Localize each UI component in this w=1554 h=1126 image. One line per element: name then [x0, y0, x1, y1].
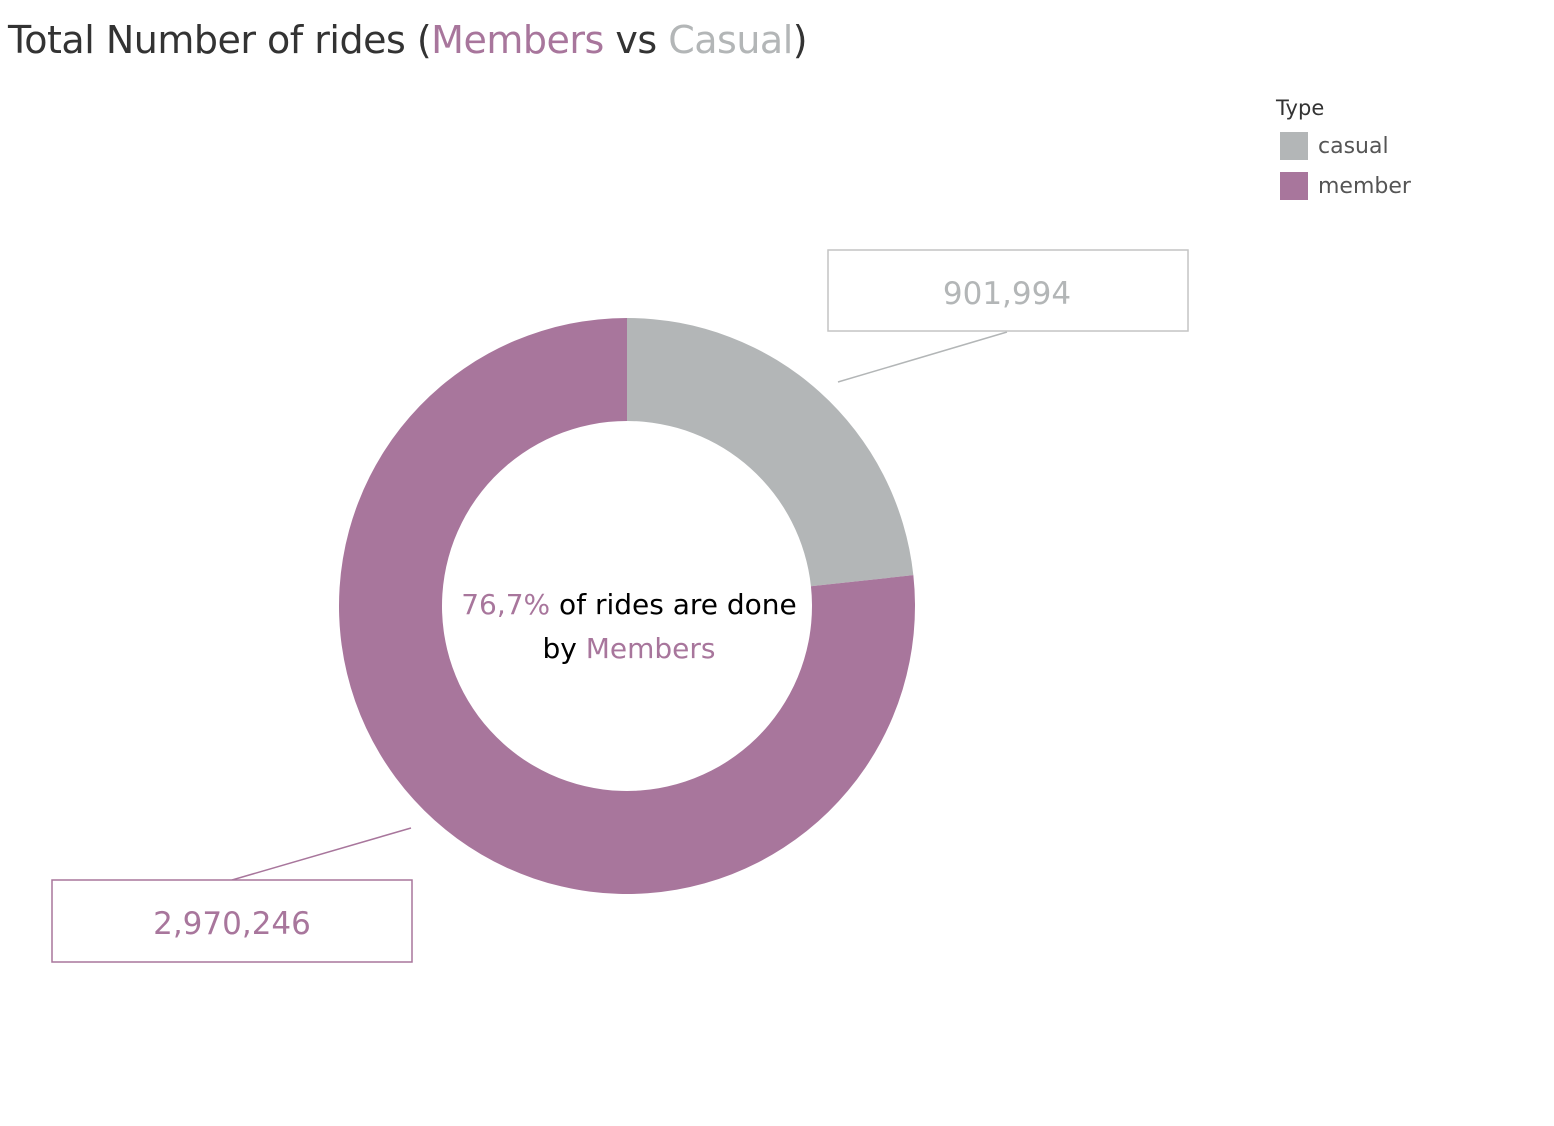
legend-swatch-member — [1280, 172, 1308, 200]
legend-label-casual: casual — [1318, 133, 1389, 159]
center-label-by: by — [542, 632, 585, 665]
legend-title: Type — [1276, 96, 1325, 120]
center-percent: 76,7% — [461, 588, 550, 621]
center-label-members: Members — [586, 632, 716, 665]
callout-box-casual — [827, 249, 1189, 332]
callout-leader-member — [231, 827, 412, 881]
page-title: Total Number of rides (Members vs Casual… — [8, 18, 808, 62]
callout-box-member — [51, 879, 413, 963]
donut-slice-member[interactable] — [339, 318, 915, 894]
title-casual-word: Casual — [668, 18, 793, 62]
data-label-casual: 901,994 — [943, 276, 1071, 312]
donut-slice-casual[interactable] — [627, 318, 914, 587]
legend-swatch-casual — [1280, 132, 1308, 160]
legend-item-casual[interactable]: casual — [1280, 126, 1411, 166]
legend: Type casual member — [1276, 96, 1411, 206]
legend-label-member: member — [1318, 173, 1411, 199]
title-suffix: ) — [792, 18, 808, 62]
callout-leader-casual — [837, 331, 1008, 383]
title-members-word: Members — [431, 18, 604, 62]
title-vs-word: vs — [603, 18, 669, 62]
center-label-rest: of rides are done — [550, 588, 797, 621]
data-label-member: 2,970,246 — [153, 906, 311, 942]
title-prefix: Total Number of rides ( — [8, 18, 432, 62]
legend-item-member[interactable]: member — [1280, 166, 1411, 206]
donut-slices — [339, 318, 915, 894]
center-label-line-1: 76,7% of rides are done — [461, 588, 797, 621]
center-label-line-2: by Members — [542, 632, 715, 665]
